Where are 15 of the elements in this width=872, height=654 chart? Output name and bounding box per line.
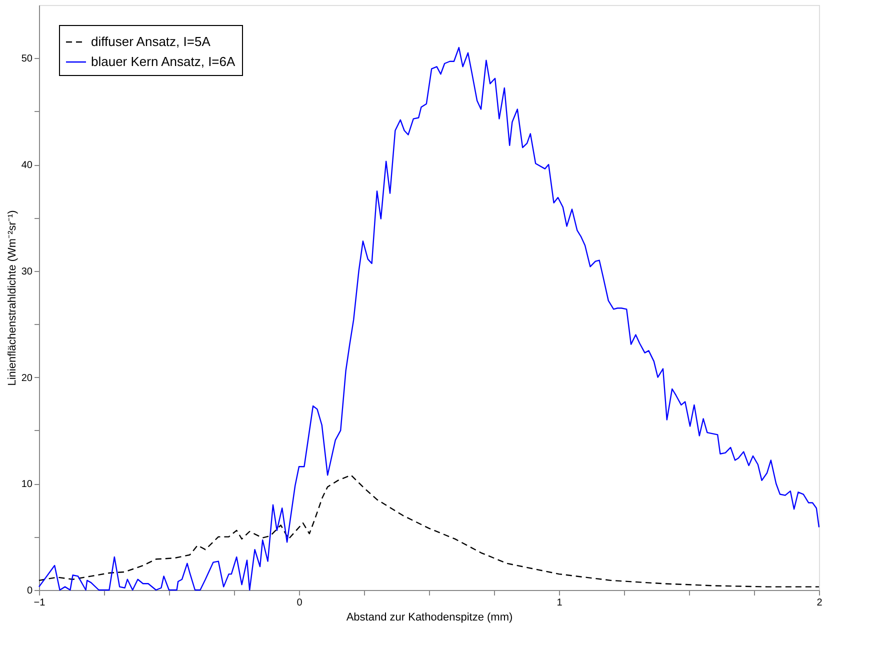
x-tick-label: 1 — [556, 598, 563, 608]
x-tick-label: −1 — [34, 598, 46, 608]
x-tick-label: 0 — [296, 598, 303, 608]
y-tick-label: 30 — [21, 266, 33, 278]
legend-label: diffuser Ansatz, I=5A — [91, 34, 211, 49]
y-tick-label: 20 — [21, 372, 33, 384]
y-tick-label: 10 — [21, 479, 33, 490]
y-tick-label: 40 — [21, 160, 33, 172]
y-tick-label: 0 — [26, 586, 33, 596]
y-axis-title: Linienflächenstrahldichte (Wm⁻²sr⁻¹) — [6, 210, 18, 386]
y-tick-label: 50 — [21, 54, 33, 65]
x-tick-label: 2 — [816, 598, 823, 608]
legend-label: blauer Kern Ansatz, I=6A — [91, 54, 236, 69]
x-axis-title: Abstand zur Kathodenspitze (mm) — [346, 612, 513, 624]
line-series — [38, 474, 820, 588]
